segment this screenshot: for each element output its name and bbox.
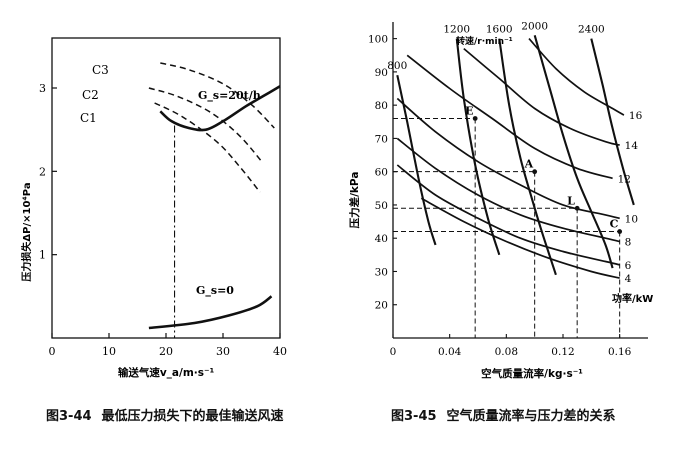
chart1-x-axis-label: 输送气速v_a/m·s⁻¹ <box>118 366 215 379</box>
chart2-marked-points: E A L C <box>465 104 623 234</box>
chart2-x-tick-label: 0.08 <box>495 346 518 358</box>
gs0-label: G_s=0 <box>196 284 234 298</box>
speed-legend: 转速/r·min⁻¹ <box>456 35 513 47</box>
chart1-series-g-s-0 <box>148 295 273 330</box>
speed-curve-label-2400: 2400 <box>578 24 605 36</box>
chart1-series-g-s-20t-h <box>159 85 281 132</box>
figure-caption-text-3-45: 空气质量流率与压力差的关系 <box>446 409 616 424</box>
power-curve-12 <box>406 54 613 180</box>
power-curve-10 <box>396 97 620 220</box>
chart1-y-tick-label: 1 <box>39 249 46 262</box>
chart1-y-tick-label: 2 <box>39 165 46 178</box>
c1-label: C1 <box>80 111 97 125</box>
chart2-y-tick-label: 40 <box>375 233 388 245</box>
chart2-y-tick-label: 60 <box>375 167 388 179</box>
power-curve-label-16: 16 <box>629 110 643 122</box>
chart2-y-tick-label: 80 <box>375 100 388 112</box>
power-curve-label-12: 12 <box>618 173 631 185</box>
chart2-x-axis-label: 空气质量流率/kg·s⁻¹ <box>481 367 583 380</box>
chart2-x-tick-label: 0.16 <box>608 346 632 358</box>
chart2-y-axis-label: 压力差/kPa <box>348 172 361 229</box>
chart1-x-tick-label: 20 <box>159 345 173 358</box>
operating-point-e <box>472 116 478 121</box>
chart1-series-c3 <box>160 62 275 129</box>
chart2-y-ticks: 20 30 40 50 60 70 80 90 100 <box>368 34 397 312</box>
chart1-y-axis-label: 压力损失ΔP/×10⁴Pa <box>20 182 33 281</box>
power-curve-label-8: 8 <box>625 237 632 249</box>
figure-caption-3-44: 图3-44 最低压力损失下的最佳输送风速 <box>46 405 284 424</box>
speed-curve-1200 <box>455 38 501 256</box>
chart1-y-tick-label: 3 <box>39 82 46 95</box>
figure-caption-text-3-44: 最低压力损失下的最佳输送风速 <box>101 409 284 424</box>
speed-curve-label-800: 800 <box>387 60 407 72</box>
power-curve-6 <box>396 164 620 266</box>
power-curve-16 <box>528 38 625 116</box>
operating-point-label-a: A <box>524 158 534 171</box>
figure-caption-3-45: 图3-45 空气质量流率与压力差的关系 <box>391 405 616 424</box>
gs20-label: G_s=20t/h <box>198 89 261 103</box>
operating-point-label-l: L <box>567 194 575 207</box>
speed-curve-2400 <box>590 38 635 206</box>
chart2-y-tick-label: 70 <box>375 133 388 145</box>
speed-curve-800 <box>396 74 437 246</box>
chart1-x-tick-label: 0 <box>49 345 56 358</box>
figure-number-3-44: 图3-44 <box>46 409 92 424</box>
figure-number-3-45: 图3-45 <box>391 409 437 424</box>
chart2-y-tick-label: 100 <box>368 34 388 46</box>
power-curve-label-4: 4 <box>625 273 632 285</box>
power-curve-8 <box>396 137 620 243</box>
chart1-series-c1 <box>154 102 261 193</box>
chart1-x-tick-label: 40 <box>273 345 287 358</box>
power-curve-4 <box>420 197 620 279</box>
speed-curve-2000 <box>533 35 614 269</box>
chart2-x-tick-label: 0.12 <box>551 346 574 358</box>
power-curve-14 <box>463 47 620 146</box>
c3-label: C3 <box>92 63 109 77</box>
chart2-x-tick-label: 0.04 <box>438 346 462 358</box>
operating-point-l <box>574 205 580 211</box>
speed-curve-label-1200: 1200 <box>443 24 470 36</box>
chart1-x-ticks: 0 10 20 30 40 <box>49 333 287 358</box>
c2-label: C2 <box>82 88 99 102</box>
chart2-x-ticks: 0 0.04 0.08 0.12 0.16 <box>390 334 632 358</box>
chart2-y-tick-label: 90 <box>375 67 388 79</box>
operating-point-label-c: C <box>610 218 619 231</box>
chart2-guide-lines <box>393 117 621 338</box>
chart1-series <box>148 62 281 330</box>
chart2-curves: 800 1200 1600 2000 2400 16 14 12 10 8 64 <box>387 20 642 285</box>
chart1-x-tick-label: 30 <box>216 345 230 358</box>
chart1-x-tick-label: 10 <box>102 345 116 358</box>
power-unit-label: 功率/kW <box>612 292 653 305</box>
speed-curve-label-2000: 2000 <box>521 20 548 32</box>
operating-point-label-e: E <box>465 104 473 117</box>
speed-curve-1600 <box>498 38 557 276</box>
chart-pressure-loss-vs-velocity: 1 2 3 0 10 20 30 40 C3 C2 C1 G_s=20t/h G_s=0 压… <box>20 37 287 379</box>
power-curve-label-6: 6 <box>625 260 632 272</box>
power-curve-label-14: 14 <box>625 140 639 152</box>
chart2-y-tick-label: 30 <box>375 266 388 278</box>
speed-curve-label-1600: 1600 <box>486 24 513 36</box>
power-curve-label-10: 10 <box>625 213 638 225</box>
operating-point-c <box>617 229 623 234</box>
operating-point-a <box>532 169 538 175</box>
chart1-y-ticks: 1 2 3 <box>39 82 57 262</box>
chart2-y-tick-label: 50 <box>375 200 388 212</box>
chart2-x-tick-label: 0 <box>390 346 397 358</box>
chart1-frame <box>51 37 281 339</box>
chart2-y-tick-label: 20 <box>375 300 388 312</box>
